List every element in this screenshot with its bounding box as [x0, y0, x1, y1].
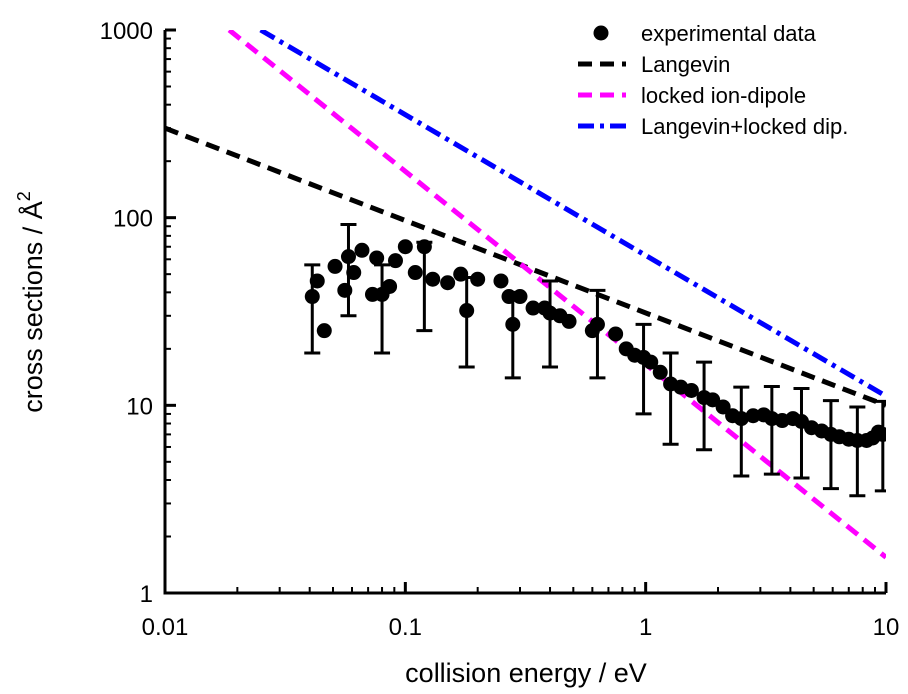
data-point [683, 382, 699, 398]
legend-item: experimental data [593, 21, 817, 46]
x-tick-label: 1 [639, 614, 652, 641]
data-point [416, 239, 432, 255]
data-point [715, 399, 731, 415]
data-point [459, 303, 475, 319]
legend-item: locked ion-dipole [578, 83, 806, 108]
data-point [561, 313, 577, 329]
data-point [309, 273, 325, 289]
series-line-langevin-locked-dip- [259, 30, 886, 399]
data-point [733, 411, 749, 427]
legend-marker [593, 25, 609, 41]
error-bar [874, 399, 886, 493]
axes: 0.01 0.1 1 10 1 10 100 1000 [100, 18, 900, 641]
y-axis-title-text: cross sections / Å [17, 201, 48, 413]
error-bar [635, 322, 652, 416]
data-point [470, 271, 486, 287]
error-bar [504, 290, 521, 380]
legend-label: experimental data [641, 21, 817, 46]
y-axis-title-superscript: 2 [14, 191, 34, 201]
data-point [875, 426, 886, 442]
data-point [407, 265, 423, 281]
data-point [304, 289, 320, 305]
error-bar [849, 405, 866, 498]
x-axis-title: collision energy / eV [405, 658, 647, 688]
legend: experimental data Langevin locked ion-dipo… [578, 21, 848, 139]
error-bar [542, 279, 559, 369]
series-line-locked-ion-dipole [227, 30, 886, 560]
error-bar [374, 263, 391, 355]
data-point [369, 250, 385, 266]
y-axis-title: cross sections / Å2 [14, 191, 48, 413]
error-bar [662, 351, 679, 446]
data-point [340, 249, 356, 265]
error-bar [696, 360, 713, 452]
data-point [337, 282, 353, 298]
error-bar [763, 384, 780, 476]
data-point [346, 265, 362, 281]
data-point [453, 266, 469, 282]
data-point [705, 392, 721, 408]
data-point [608, 326, 624, 342]
series-layer [165, 30, 886, 560]
x-tick-label: 10 [873, 614, 900, 641]
data-point [382, 278, 398, 294]
data-point [440, 275, 456, 291]
data-point [652, 364, 668, 380]
error-bar [793, 386, 810, 480]
error-bar [822, 399, 839, 491]
data-point [589, 316, 605, 332]
x-tick-label: 0.01 [142, 614, 189, 641]
data-point [501, 289, 517, 305]
data-point [327, 258, 343, 274]
error-bar [416, 240, 433, 333]
legend-item: Langevin [578, 52, 730, 77]
data-point [316, 323, 332, 339]
data-point [354, 242, 370, 258]
legend-item: Langevin+locked dip. [578, 114, 848, 139]
data-point [525, 300, 541, 316]
legend-label: Langevin [641, 52, 730, 77]
data-point [493, 273, 509, 289]
data-point [512, 289, 528, 305]
data-point [505, 316, 521, 332]
y-tick-label: 100 [113, 206, 153, 233]
y-tick-label: 1000 [100, 18, 153, 45]
legend-label: locked ion-dipole [641, 83, 806, 108]
data-point [397, 239, 413, 255]
error-bar [733, 385, 750, 478]
x-tick-label: 0.1 [389, 614, 422, 641]
legend-label: Langevin+locked dip. [641, 114, 848, 139]
data-point [387, 253, 403, 269]
data-point [425, 271, 441, 287]
y-tick-label: 1 [140, 581, 153, 608]
data-point [643, 354, 659, 370]
error-bar [458, 275, 475, 369]
y-tick-label: 10 [126, 393, 153, 420]
